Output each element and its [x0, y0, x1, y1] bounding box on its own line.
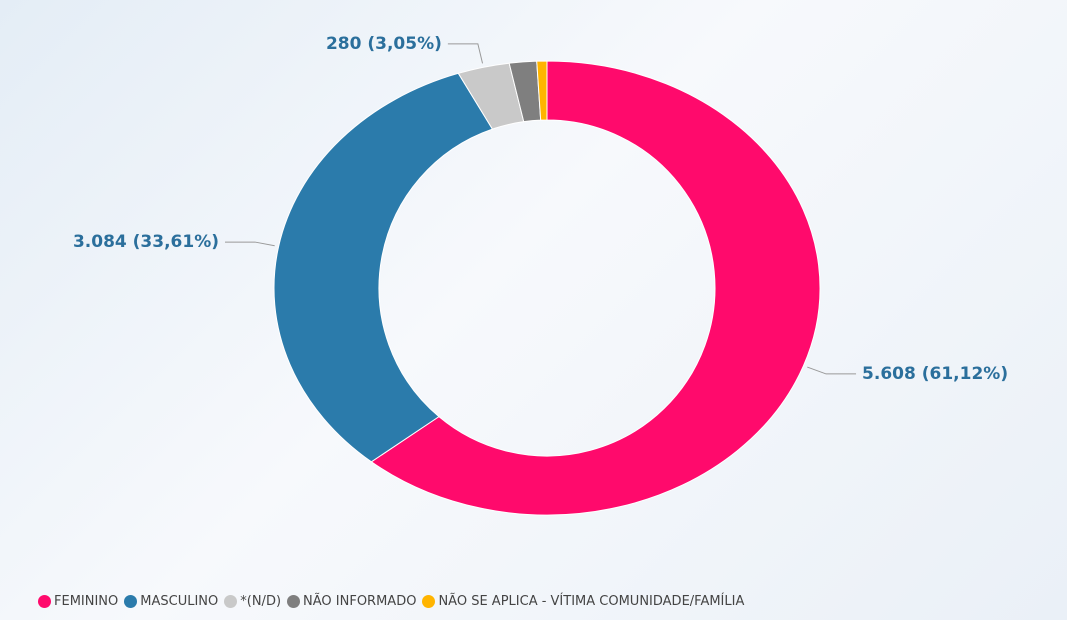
legend-item[interactable]: NÃO INFORMADO — [287, 594, 416, 609]
legend-label: NÃO INFORMADO — [303, 594, 417, 609]
legend-item[interactable]: NÃO SE APLICA - VÍTIMA COMUNIDADE/FAMÍLI… — [422, 594, 744, 609]
legend-marker — [38, 595, 51, 608]
legend-item[interactable]: *(N/D) — [224, 594, 281, 609]
donut-slice — [370, 60, 821, 516]
donut-slice — [273, 72, 494, 463]
data-label: 280 (3,05%) — [326, 34, 442, 54]
legend-marker — [422, 595, 436, 608]
donut-slice — [536, 60, 548, 121]
leader-line — [225, 241, 275, 247]
legend-item[interactable]: FEMININO — [38, 594, 118, 609]
legend-marker — [287, 595, 301, 608]
legend-label: MASCULINO — [140, 594, 219, 609]
data-label: 3.084 (33,61%) — [73, 232, 219, 252]
leader-line — [807, 366, 857, 375]
legend-marker — [224, 595, 238, 608]
legend-label: NÃO SE APLICA - VÍTIMA COMUNIDADE/FAMÍLI… — [438, 594, 745, 609]
legend-marker — [124, 595, 138, 608]
leader-line — [447, 43, 484, 64]
data-label: 5.608 (61,12%) — [862, 364, 1008, 384]
legend-item[interactable]: MASCULINO — [124, 594, 218, 609]
legend-label: *(N/D) — [240, 594, 282, 609]
legend: FEMININO MASCULINO *(N/D) NÃO INFORMADO NÃO … — [38, 594, 750, 609]
legend-label: FEMININO — [54, 594, 119, 609]
